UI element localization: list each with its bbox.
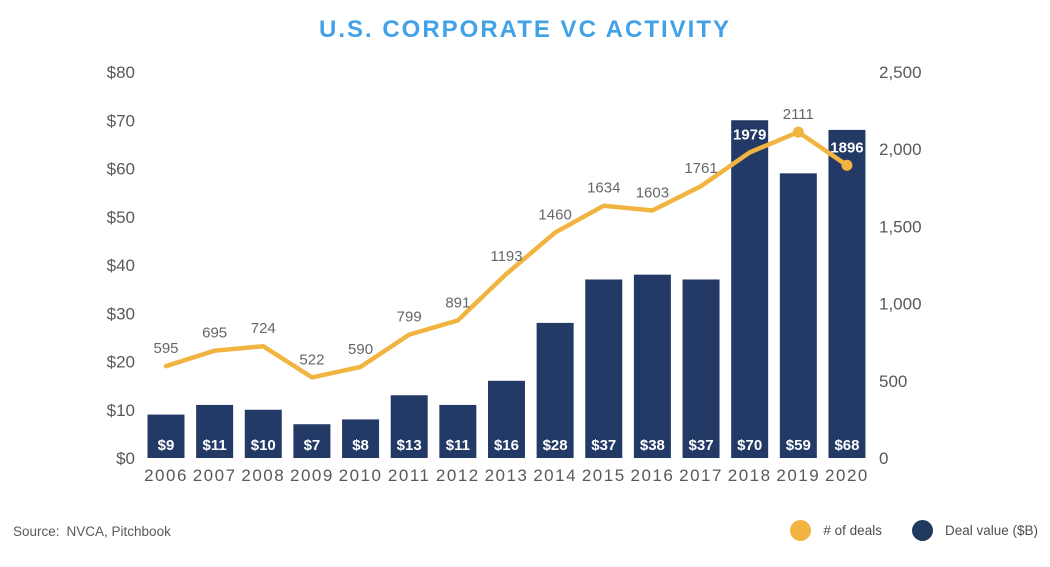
bar-value-label-2019: $59 bbox=[786, 437, 811, 454]
x-axis-year-2013: 2013 bbox=[485, 466, 529, 485]
bar-value-label-2015: $37 bbox=[591, 437, 616, 454]
deals-value-label-2015: 1634 bbox=[587, 180, 620, 197]
left-axis-tick-$80: $80 bbox=[107, 63, 135, 82]
x-axis-year-2008: 2008 bbox=[241, 466, 285, 485]
deals-value-label-2012: 891 bbox=[445, 294, 470, 311]
legend-label-deals: # of deals bbox=[823, 523, 882, 538]
left-axis-tick-$30: $30 bbox=[107, 304, 135, 323]
bar-2019 bbox=[779, 173, 817, 458]
x-axis-year-2007: 2007 bbox=[193, 466, 237, 485]
source-note: Source: NVCA, Pitchbook bbox=[13, 524, 171, 539]
x-axis-year-2019: 2019 bbox=[776, 466, 820, 485]
right-axis-tick-500: 500 bbox=[879, 372, 907, 391]
deals-value-label-2011: 799 bbox=[397, 309, 422, 326]
deals-value-label-2017: 1761 bbox=[684, 160, 717, 177]
bar-2018 bbox=[731, 120, 769, 458]
bar-value-label-2009: $7 bbox=[304, 437, 321, 454]
x-axis-year-2015: 2015 bbox=[582, 466, 626, 485]
left-axis-tick-$20: $20 bbox=[107, 353, 135, 372]
bar-2009 bbox=[293, 424, 331, 458]
bar-2017 bbox=[682, 279, 720, 458]
right-axis-tick-1,000: 1,000 bbox=[879, 295, 922, 314]
deals-value-label-2014: 1460 bbox=[538, 207, 571, 224]
bar-value-label-2008: $10 bbox=[251, 437, 276, 454]
left-axis-tick-$70: $70 bbox=[107, 111, 135, 130]
left-axis-tick-$50: $50 bbox=[107, 208, 135, 227]
x-axis-year-2017: 2017 bbox=[679, 466, 723, 485]
x-axis-year-2006: 2006 bbox=[144, 466, 188, 485]
bar-value-label-2010: $8 bbox=[352, 437, 369, 454]
bar-2007 bbox=[196, 404, 234, 458]
bar-value-label-2016: $38 bbox=[640, 437, 665, 454]
bar-2008 bbox=[244, 409, 282, 458]
bar-value-label-2012: $11 bbox=[446, 437, 470, 454]
deals-line bbox=[163, 129, 850, 380]
bar-value-label-2017: $37 bbox=[689, 437, 714, 454]
bar-2020 bbox=[828, 129, 866, 458]
deals-value-label-2018: 1979 bbox=[733, 126, 766, 143]
x-axis-year-2020: 2020 bbox=[825, 466, 869, 485]
deals-value-label-2020: 1896 bbox=[830, 139, 863, 156]
deals-value-label-2006: 595 bbox=[153, 340, 178, 357]
chart-legend: # of deals Deal value ($B) bbox=[790, 520, 1038, 541]
bar-2016 bbox=[633, 274, 671, 458]
right-axis-tick-2,000: 2,000 bbox=[879, 140, 922, 159]
bar-2010 bbox=[342, 419, 380, 458]
deal-value-legend-dot-icon bbox=[911, 520, 933, 541]
legend-item-deal-value: Deal value ($B) bbox=[911, 520, 1038, 541]
right-axis-tick-2,500: 2,500 bbox=[879, 63, 922, 82]
x-axis-year-2014: 2014 bbox=[533, 466, 577, 485]
deals-value-label-2009: 522 bbox=[299, 351, 324, 368]
bar-value-label-2020: $68 bbox=[834, 437, 859, 454]
deals-value-label-2019: 2111 bbox=[783, 106, 814, 123]
deals-value-label-2013: 1193 bbox=[490, 248, 522, 265]
source-label: Source: bbox=[13, 524, 60, 539]
bar-value-label-2018: $70 bbox=[737, 437, 762, 454]
bar-value-label-2013: $16 bbox=[494, 437, 519, 454]
right-axis-tick-1,500: 1,500 bbox=[879, 217, 922, 236]
chart-title: U.S. CORPORATE VC ACTIVITY bbox=[318, 16, 732, 43]
deals-marker-2019 bbox=[792, 126, 804, 138]
legend-label-deal-value: Deal value ($B) bbox=[944, 523, 1038, 538]
deals-value-label-2008: 724 bbox=[251, 320, 276, 337]
deals-legend-dot-icon bbox=[790, 520, 812, 541]
bar-2015 bbox=[585, 279, 623, 458]
deals-value-label-2007: 695 bbox=[202, 325, 227, 342]
x-axis-year-2011: 2011 bbox=[388, 466, 431, 485]
left-axis-tick-$10: $10 bbox=[107, 401, 135, 420]
x-axis-year-2018: 2018 bbox=[728, 466, 772, 485]
x-axis-year-2012: 2012 bbox=[436, 466, 480, 485]
chart-canvas: $0 $10 $20 $30 $40 $50 $60 $70 $80 0 500 1,000 1,500… bbox=[107, 63, 922, 485]
bar-value-label-2006: $9 bbox=[158, 437, 175, 454]
x-axis-year-2009: 2009 bbox=[290, 466, 334, 485]
source-value: NVCA, Pitchbook bbox=[66, 524, 171, 539]
legend-item-deals: # of deals bbox=[790, 520, 882, 541]
deals-value-label-2010: 590 bbox=[348, 341, 373, 358]
bar-2011 bbox=[390, 395, 428, 458]
deals-marker-2020 bbox=[841, 159, 853, 171]
bar-2013 bbox=[487, 380, 525, 458]
bar-2012 bbox=[439, 404, 477, 458]
bar-2014 bbox=[536, 322, 574, 458]
right-axis-tick-0: 0 bbox=[879, 449, 888, 468]
bar-value-label-2014: $28 bbox=[543, 437, 568, 454]
left-axis-tick-$40: $40 bbox=[107, 256, 135, 275]
deals-value-label-2016: 1603 bbox=[636, 184, 669, 201]
bar-2006 bbox=[147, 414, 185, 458]
left-axis-tick-$60: $60 bbox=[107, 160, 135, 179]
bar-value-label-2011: $13 bbox=[397, 437, 422, 454]
x-axis-year-2016: 2016 bbox=[630, 466, 674, 485]
x-axis-year-2010: 2010 bbox=[339, 466, 383, 485]
bar-value-label-2007: $11 bbox=[203, 437, 227, 454]
left-axis-tick-$0: $0 bbox=[116, 449, 135, 468]
